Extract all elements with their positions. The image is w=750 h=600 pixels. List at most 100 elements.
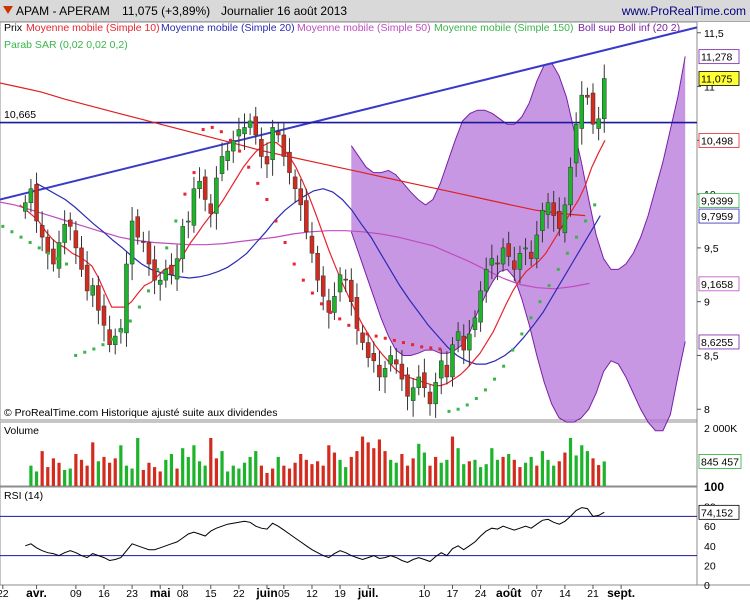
- rsi-value-box: [698, 504, 740, 520]
- legend-ma150: Moyenne mobile (Simple 150): [434, 22, 573, 34]
- sar-dot: [593, 203, 597, 207]
- volume-bar: [540, 451, 545, 486]
- sar-dot: [483, 388, 487, 392]
- legend-sar: Parab SAR (0,02 0,02 0,2): [4, 39, 128, 51]
- x-tick-label: juil.: [357, 586, 379, 600]
- candle-body: [545, 202, 551, 215]
- sar-dot: [447, 409, 451, 413]
- sar-dot: [192, 171, 196, 175]
- price-value-box: [698, 133, 740, 148]
- volume-bar: [501, 456, 505, 486]
- candle-body: [551, 202, 556, 216]
- volume-bar: [344, 467, 348, 486]
- volume-bar: [417, 443, 421, 486]
- x-tick-label: mai: [150, 586, 171, 600]
- volume-tick-label: 2 000K: [704, 423, 737, 435]
- sar-dot: [256, 181, 260, 185]
- volume-bar: [450, 436, 455, 486]
- sar-dot: [19, 235, 23, 239]
- bollinger-lower-line: [350, 231, 686, 432]
- candle-body: [332, 296, 337, 313]
- volume-bar: [568, 438, 573, 486]
- candle-body: [264, 156, 270, 165]
- candle-body: [528, 251, 534, 259]
- x-tick-label: 07: [531, 588, 543, 600]
- x-tick-label: 12: [306, 588, 318, 600]
- candle-body: [281, 134, 287, 157]
- candle-body: [579, 94, 585, 129]
- candle-body: [523, 247, 528, 250]
- sar-dot: [274, 219, 278, 223]
- volume-bar: [383, 451, 387, 486]
- candle-body: [506, 243, 511, 257]
- rsi-panel-frame: [0, 486, 698, 586]
- rsi-title: RSI (14): [4, 490, 43, 502]
- volume-bar: [259, 465, 263, 486]
- candle-body: [472, 317, 478, 330]
- hline-label: 10,665: [4, 109, 36, 121]
- candle-body: [365, 342, 371, 358]
- volume-bar: [484, 464, 488, 486]
- price-value-label: 11,075: [701, 73, 732, 85]
- sar-dot: [502, 364, 506, 368]
- candle-body: [236, 129, 242, 137]
- candle-body: [84, 264, 90, 292]
- x-tick-label: 17: [447, 588, 459, 600]
- volume-bar: [209, 438, 213, 486]
- volume-bar: [85, 465, 89, 486]
- volume-bar: [321, 465, 325, 486]
- x-tick-label: 22: [0, 588, 9, 600]
- header-bar: APAM - APERAM 11,075 (+3,89%) Journalier…: [0, 0, 750, 22]
- legend-ma50: Moyenne mobile (Simple 50): [297, 22, 431, 34]
- candle-body: [422, 372, 427, 388]
- x-tick-label: 21: [587, 588, 599, 600]
- candle-body: [416, 376, 422, 388]
- candle-body: [382, 368, 388, 378]
- price-tick-label: 9: [704, 297, 710, 309]
- x-tick-label: 24: [475, 588, 487, 600]
- sar-dot: [392, 338, 396, 342]
- sar-dot: [55, 257, 59, 261]
- sar-dot: [183, 192, 187, 196]
- price-value-box: [698, 208, 740, 224]
- candle-body: [315, 253, 320, 281]
- sar-dot: [219, 130, 223, 134]
- volume-bar: [203, 465, 207, 486]
- candle-body: [275, 131, 281, 136]
- sar-dot: [165, 246, 169, 250]
- copyright-text: © ProRealTime.com Historique ajusté suit…: [4, 407, 277, 419]
- volume-bar: [91, 442, 95, 486]
- sar-dot: [292, 262, 296, 266]
- volume-bar: [467, 461, 471, 486]
- candle-body: [270, 127, 275, 160]
- bollinger-band-area: [351, 56, 686, 431]
- volume-bar: [29, 465, 33, 486]
- candle-body: [112, 335, 118, 345]
- candle-body: [62, 223, 67, 243]
- volume-bar: [552, 465, 556, 486]
- volume-bar: [434, 456, 438, 486]
- rsi-tick-label: 60: [704, 521, 716, 533]
- menu-triangle-icon[interactable]: [3, 6, 13, 14]
- sar-dot: [228, 138, 232, 142]
- candle-body: [410, 387, 416, 401]
- candle-body: [326, 300, 332, 313]
- sar-dot: [356, 328, 360, 332]
- volume-bar: [186, 456, 190, 486]
- volume-bar: [254, 451, 258, 486]
- legend-ma10: Moyenne mobile (Simple 10): [26, 22, 160, 34]
- sar-dot: [74, 353, 78, 357]
- candle-body: [39, 225, 45, 238]
- rsi-tick-label: 100: [704, 480, 724, 494]
- sar-dot: [429, 346, 433, 350]
- volume-bar: [214, 458, 219, 486]
- x-tick-label: juin: [255, 586, 277, 600]
- volume-bar: [74, 454, 78, 486]
- volume-bar: [411, 458, 415, 486]
- volume-bar: [158, 471, 162, 486]
- candle-body: [124, 263, 129, 334]
- price-tick-label: 8,5: [704, 350, 719, 362]
- price-value-label: 9,1658: [701, 279, 733, 291]
- candle-body: [152, 259, 157, 281]
- sar-dot: [529, 316, 533, 320]
